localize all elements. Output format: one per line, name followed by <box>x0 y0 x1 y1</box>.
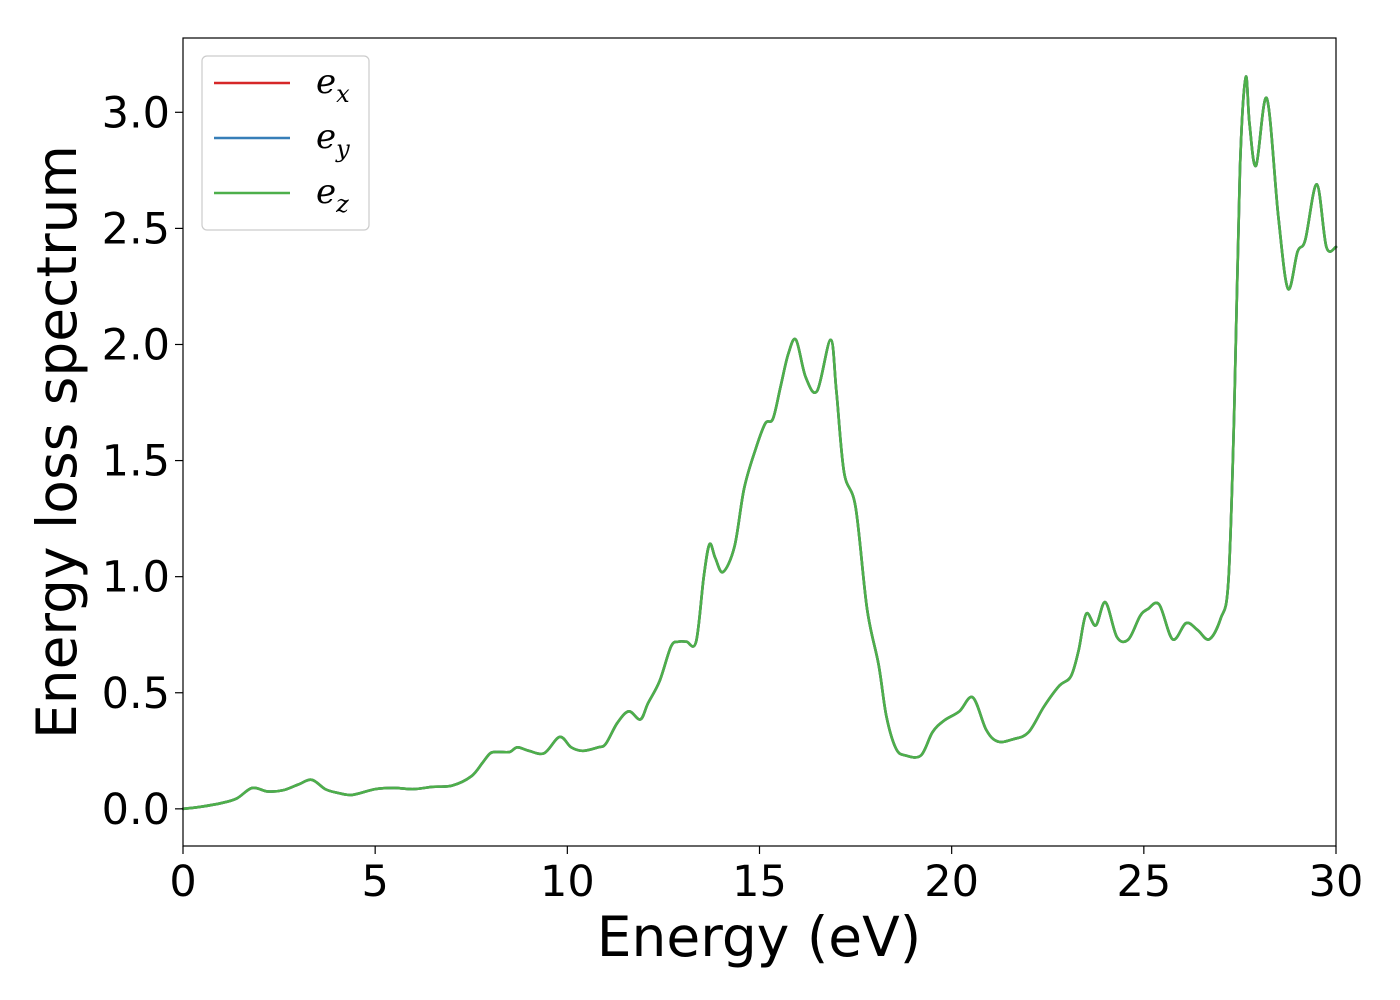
y-axis-label: Energy loss spectrum <box>25 145 89 739</box>
x-axis-ticks: 0 5 10 15 20 25 30 <box>169 846 1363 907</box>
series-line-e-z <box>181 75 1338 811</box>
legend-label-subscript: z <box>335 190 349 218</box>
legend-label-z: ez <box>316 172 349 218</box>
legend-label-subscript: x <box>336 80 350 108</box>
legend-label-subscript: y <box>335 135 350 163</box>
x-tick-label: 10 <box>540 857 595 907</box>
y-tick-label: 2.5 <box>102 204 170 254</box>
legend-frame <box>201 55 370 231</box>
x-tick-label: 15 <box>732 857 787 907</box>
y-tick-label: 1.5 <box>102 437 170 487</box>
series-layer <box>181 75 1338 811</box>
legend-label-x: ex <box>316 62 350 108</box>
x-tick-label: 0 <box>169 857 196 907</box>
legend-label-base: e <box>316 172 336 212</box>
y-tick-label: 2.0 <box>102 320 170 370</box>
x-tick-label: 30 <box>1309 857 1364 907</box>
x-tick-label: 5 <box>361 857 388 907</box>
y-axis-ticks: 0.0 0.5 1.0 1.5 2.0 2.5 3.0 <box>102 88 183 835</box>
y-tick-label: 3.0 <box>102 88 170 138</box>
x-axis-label: Energy (eV) <box>597 905 921 969</box>
x-tick-label: 25 <box>1116 857 1171 907</box>
x-tick-label: 20 <box>924 857 979 907</box>
legend-label-base: e <box>316 117 336 157</box>
y-tick-label: 0.0 <box>102 785 170 835</box>
y-tick-label: 0.5 <box>102 669 170 719</box>
legend-label-base: e <box>316 62 336 102</box>
legend-label-y: ey <box>316 117 350 163</box>
y-tick-label: 1.0 <box>102 553 170 603</box>
